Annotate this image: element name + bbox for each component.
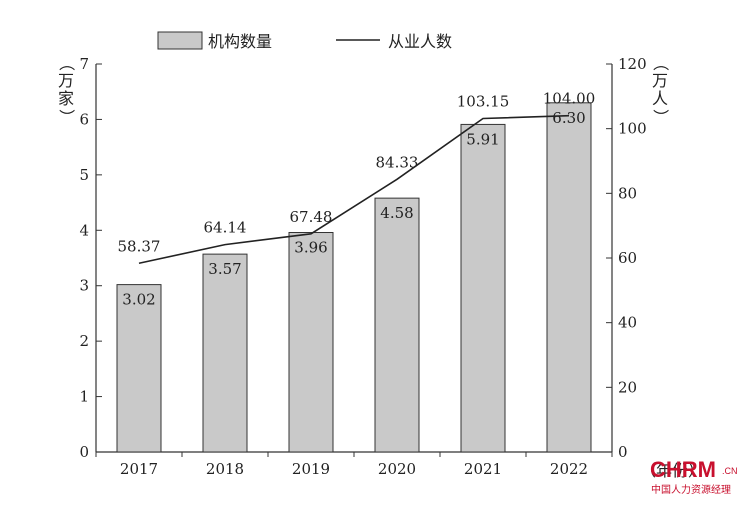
axes: 0 1 2 3 4 5 6 7 0 20 40 60 80 100 120 2017 2018 2019 2020 2…	[79, 55, 646, 478]
y-left-tick-label: 7	[79, 55, 89, 73]
watermark-logo: CHRM .CN 中国人力资源经理	[650, 457, 738, 496]
line-value-label: 64.14	[204, 219, 247, 237]
bar	[202, 253, 248, 453]
y-right-tick-label: 100	[618, 120, 647, 138]
bar	[460, 123, 506, 453]
bar-value-label: 3.57	[208, 260, 241, 278]
y-left-tick-label: 6	[79, 110, 89, 128]
axis-title-char: ）	[651, 109, 670, 125]
y-right-tick-label: 40	[618, 314, 637, 332]
watermark-subtitle: 中国人力资源经理	[651, 483, 731, 496]
y-right-tick-label: 120	[618, 55, 647, 73]
bar	[288, 232, 334, 453]
axis-title-char: ）	[57, 109, 76, 125]
y-right-tick-label: 60	[618, 249, 637, 267]
bar-value-label: 3.96	[294, 239, 327, 257]
y-left-tick-label: 3	[79, 277, 89, 295]
line-value-label: 67.48	[290, 208, 333, 226]
bar-value-label: 3.02	[122, 291, 155, 309]
y-axis-left-title: （万家）	[57, 55, 76, 125]
bar-value-label: 4.58	[380, 204, 413, 222]
axis-title-char: 万	[58, 71, 74, 90]
bars: 3.02 3.57 3.96 4.58 5.91 6.30	[116, 102, 592, 453]
x-tick-label: 2020	[378, 460, 416, 478]
line-value-label: 84.33	[376, 153, 419, 171]
axis-title-char: （	[651, 55, 670, 71]
legend-bar-label: 机构数量	[208, 32, 272, 51]
legend: 机构数量 从业人数	[157, 31, 452, 51]
bar-value-label: 5.91	[466, 130, 499, 148]
line-path	[138, 114, 570, 265]
y-right-tick-label: 80	[618, 184, 637, 202]
y-right-tick-label: 0	[618, 443, 628, 461]
y-right-tick-label: 20	[618, 378, 637, 396]
line-value-label: 103.15	[457, 92, 510, 110]
x-tick-label: 2017	[120, 460, 158, 478]
axis-title-char: （	[57, 55, 76, 71]
x-tick-label: 2021	[464, 460, 502, 478]
line-value-label: 104.00	[543, 90, 596, 108]
line-value-label: 58.37	[118, 237, 161, 255]
axis-title-char: 万	[652, 71, 668, 90]
y-left-tick-label: 2	[79, 332, 89, 350]
legend-line-label: 从业人数	[388, 32, 452, 51]
bar	[546, 102, 592, 453]
axis-title-char: 家	[58, 89, 74, 108]
y-left-tick-label: 0	[79, 443, 89, 461]
y-left-tick-label: 1	[79, 388, 89, 406]
y-left-tick-label: 5	[79, 166, 89, 184]
axis-title-char: 人	[652, 89, 668, 108]
x-axis-title: （年份）	[640, 461, 704, 480]
bar-value-label: 6.30	[552, 109, 585, 127]
x-tick-label: 2019	[292, 460, 330, 478]
x-tick-label: 2022	[550, 460, 588, 478]
y-left-tick-label: 4	[79, 221, 89, 239]
watermark-logo-text: CHRM	[650, 457, 716, 482]
legend-bar-swatch	[157, 31, 203, 50]
y-axis-right-title: （万人）	[651, 55, 670, 125]
watermark-logo-suffix: .CN	[722, 466, 738, 476]
line-series: 58.37 64.14 67.48 84.33 103.15 104.00	[118, 90, 596, 265]
bar	[116, 284, 162, 453]
bar	[374, 197, 420, 453]
x-tick-label: 2018	[206, 460, 244, 478]
